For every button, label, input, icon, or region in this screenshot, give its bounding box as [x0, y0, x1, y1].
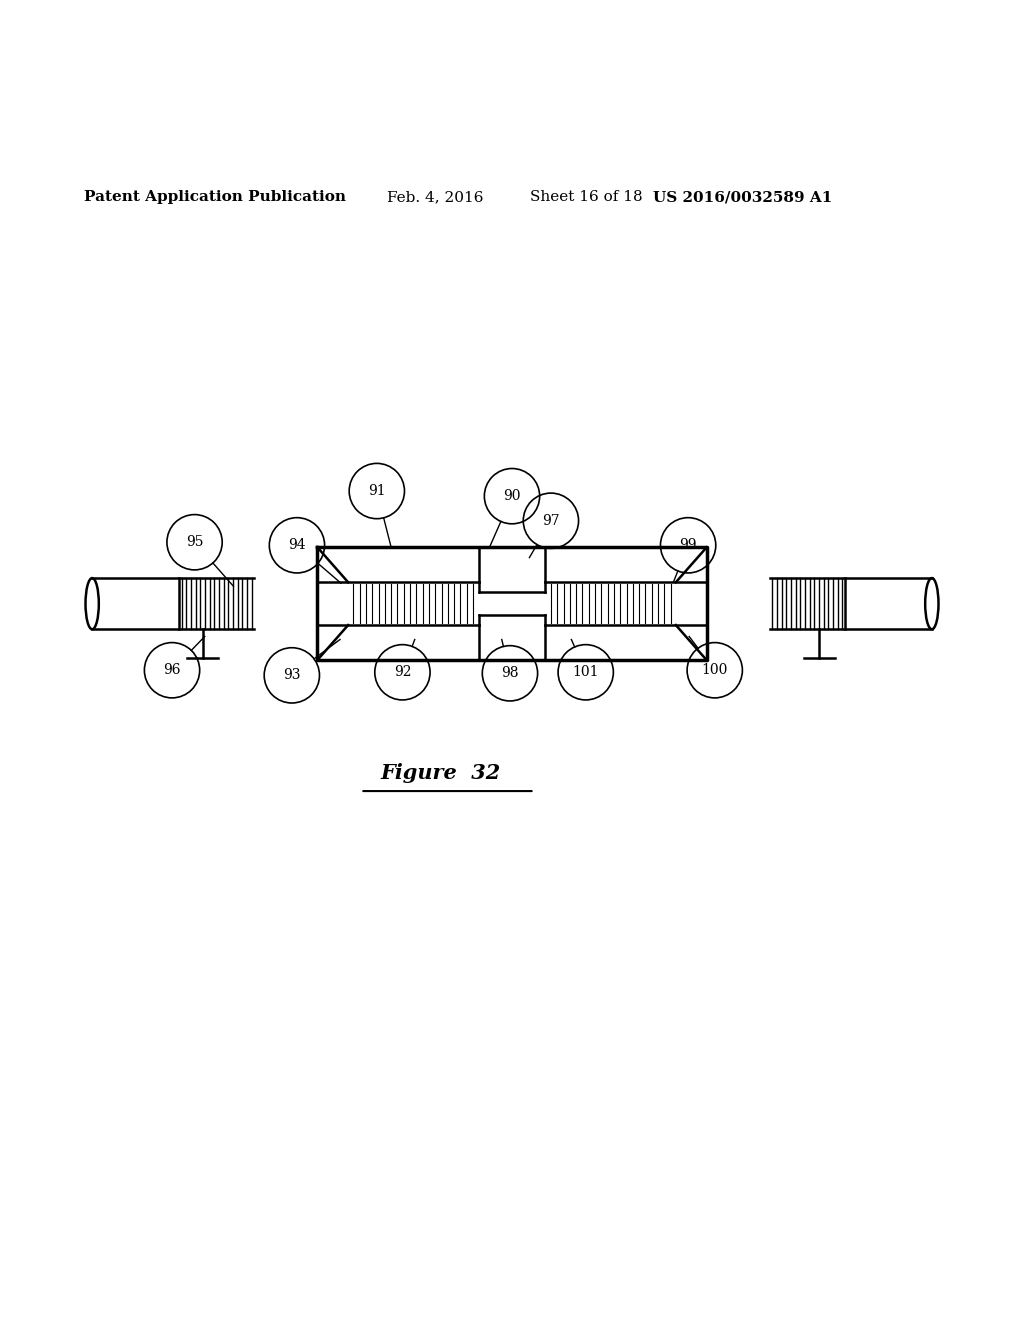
Text: 91: 91 [368, 484, 386, 498]
Text: Feb. 4, 2016: Feb. 4, 2016 [387, 190, 483, 205]
Text: Patent Application Publication: Patent Application Publication [84, 190, 346, 205]
Text: Sheet 16 of 18: Sheet 16 of 18 [530, 190, 643, 205]
Text: 101: 101 [572, 665, 599, 680]
Text: 93: 93 [283, 668, 301, 682]
Text: Figure  32: Figure 32 [380, 763, 501, 783]
Text: 92: 92 [393, 665, 412, 680]
Text: 96: 96 [163, 663, 181, 677]
Text: 95: 95 [185, 535, 204, 549]
Text: 100: 100 [701, 663, 728, 677]
Text: 98: 98 [501, 667, 519, 680]
Text: US 2016/0032589 A1: US 2016/0032589 A1 [653, 190, 833, 205]
Text: 99: 99 [679, 539, 697, 552]
Text: 94: 94 [288, 539, 306, 552]
Text: 90: 90 [503, 490, 521, 503]
Text: 97: 97 [542, 513, 560, 528]
